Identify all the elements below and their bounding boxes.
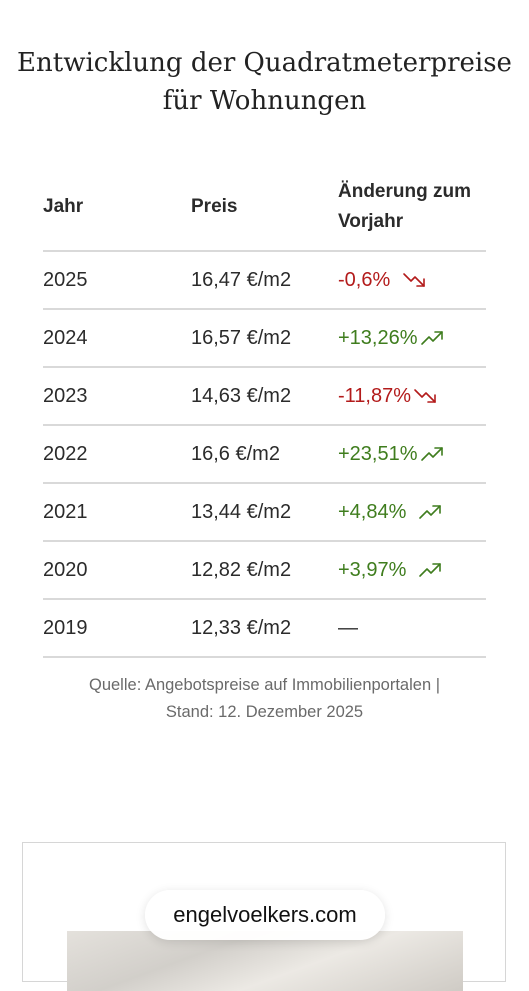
trend-down-icon xyxy=(403,273,426,287)
header-change: Änderung zum Vorjahr xyxy=(338,168,486,252)
change-value: +3,97% xyxy=(338,558,407,581)
cell-year: 2023 xyxy=(43,367,191,426)
trend-up-icon xyxy=(419,563,442,577)
table-row: 2024 16,57 €/m2 +13,26% xyxy=(43,309,486,368)
change-value: -11,87% xyxy=(338,384,412,407)
cell-year: 2020 xyxy=(43,541,191,600)
header-price: Preis xyxy=(191,168,338,252)
address-bar-url: engelvoelkers.com xyxy=(173,902,357,927)
table-row: 2023 14,63 €/m2 -11,87% xyxy=(43,367,486,426)
cell-price: 16,47 €/m2 xyxy=(191,251,338,310)
page-title: Entwicklung der Quadratmeterpreise für W… xyxy=(0,44,529,120)
change-value: +23,51% xyxy=(338,442,418,465)
source-note: Quelle: Angebotspreise auf Immobilienpor… xyxy=(0,672,529,726)
cell-year: 2019 xyxy=(43,599,191,658)
trend-up-icon xyxy=(420,447,443,461)
cell-price: 16,6 €/m2 xyxy=(191,425,338,484)
table-row: 2020 12,82 €/m2 +3,97% xyxy=(43,541,486,600)
cell-price: 12,82 €/m2 xyxy=(191,541,338,600)
trend-up-icon xyxy=(419,505,442,519)
cell-change: -0,6% xyxy=(338,251,486,310)
cell-change: +13,26% xyxy=(338,309,486,368)
change-value: +4,84% xyxy=(338,500,407,523)
cell-year: 2025 xyxy=(43,251,191,310)
cell-change: +23,51% xyxy=(338,425,486,484)
cell-year: 2021 xyxy=(43,483,191,542)
trend-down-icon xyxy=(414,389,436,403)
header-year: Jahr xyxy=(43,168,191,252)
page-title-line-2: für Wohnungen xyxy=(162,86,367,116)
price-table: Jahr Preis Änderung zum Vorjahr 2025 16,4… xyxy=(43,168,486,658)
cell-change: -11,87% xyxy=(338,367,486,426)
header-change-line-2: Vorjahr xyxy=(338,211,404,232)
table-row: 2019 12,33 €/m2— xyxy=(43,599,486,658)
cell-change: — xyxy=(338,599,486,658)
cell-price: 14,63 €/m2 xyxy=(191,367,338,426)
table-row: 2022 16,6 €/m2 +23,51% xyxy=(43,425,486,484)
cell-price: 13,44 €/m2 xyxy=(191,483,338,542)
table-header-row: Jahr Preis Änderung zum Vorjahr xyxy=(43,168,486,252)
page-title-line-1: Entwicklung der Quadratmeterpreise xyxy=(17,48,512,78)
trend-up-icon xyxy=(420,331,443,345)
cell-change: +3,97% xyxy=(338,541,486,600)
table-body: 2025 16,47 €/m2 -0,6% 2024 16,57 €/m2 +13,26%… xyxy=(43,251,486,658)
cell-year: 2024 xyxy=(43,309,191,368)
table-row: 2021 13,44 €/m2 +4,84% xyxy=(43,483,486,542)
cell-price: 16,57 €/m2 xyxy=(191,309,338,368)
change-value: -0,6% xyxy=(338,268,391,291)
change-value: +13,26% xyxy=(338,326,418,349)
cell-change: +4,84% xyxy=(338,483,486,542)
source-note-line-1: Quelle: Angebotspreise auf Immobilienpor… xyxy=(89,676,440,694)
change-value: — xyxy=(338,616,358,639)
source-note-line-2: Stand: 12. Dezember 2025 xyxy=(165,703,364,721)
address-bar[interactable]: engelvoelkers.com xyxy=(145,890,385,940)
cell-year: 2022 xyxy=(43,425,191,484)
table-row: 2025 16,47 €/m2 -0,6% xyxy=(43,251,486,310)
card-image xyxy=(67,931,463,991)
cell-price: 12,33 €/m2 xyxy=(191,599,338,658)
header-change-line-1: Änderung zum xyxy=(338,181,471,202)
